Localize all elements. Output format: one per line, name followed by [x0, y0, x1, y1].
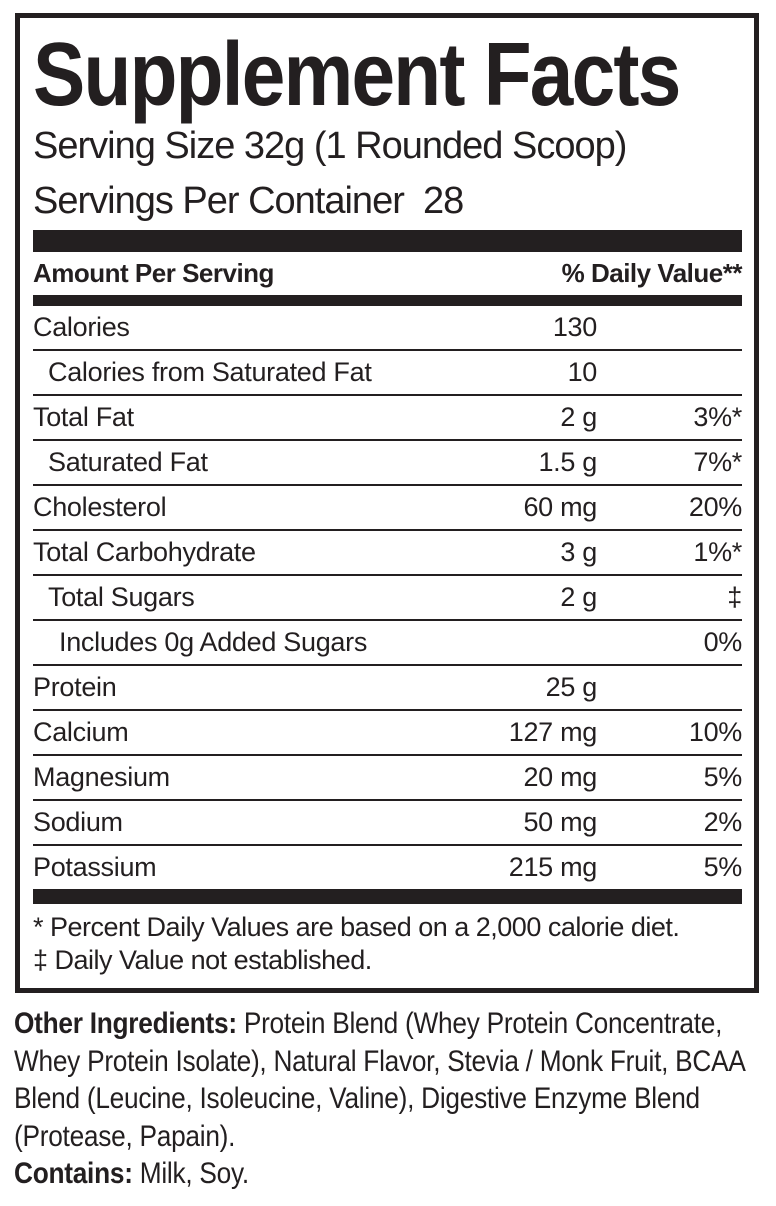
panel-title: Supplement Facts: [33, 25, 681, 125]
footnote-daily-values: * Percent Daily Values are based on a 2,…: [33, 912, 680, 942]
row-separator: [33, 709, 742, 711]
row-separator: [33, 349, 742, 351]
other-ingredients-label: Other Ingredients:: [14, 1007, 237, 1040]
serving-size-text: Serving Size 32g (1 Rounded Scoop): [33, 125, 627, 167]
nutrient-row: Calories from Saturated Fat 10: [33, 351, 742, 394]
nutrient-amount: 1.5 g: [538, 447, 597, 477]
nutrient-row: Cholesterol 60 mg 20%: [33, 486, 742, 529]
row-separator: [33, 529, 742, 531]
nutrient-amount: 50 mg: [523, 807, 597, 837]
row-separator: [33, 484, 742, 486]
divider-bar-bottom: [33, 889, 742, 904]
nutrient-name: Saturated Fat: [48, 447, 208, 477]
nutrient-name: Includes 0g Added Sugars: [59, 627, 368, 657]
contains-label: Contains:: [14, 1157, 133, 1190]
nutrient-name: Sodium: [33, 807, 123, 837]
nutrient-row: Calcium 127 mg 10%: [33, 711, 742, 754]
nutrient-name: Potassium: [33, 852, 157, 882]
nutrient-amount: 25 g: [545, 672, 598, 702]
nutrient-daily-value: 7%*: [693, 447, 742, 477]
supplement-facts-panel: Supplement Facts Serving Size 32g (1 Rou…: [15, 13, 759, 993]
nutrient-daily-value: 5%: [703, 852, 743, 882]
servings-per-container-text: Servings Per Container 28: [33, 180, 464, 222]
nutrient-name: Total Sugars: [48, 582, 195, 612]
nutrient-row: Total Sugars 2 g ‡: [33, 576, 742, 619]
nutrient-row: Protein 25 g: [33, 666, 742, 709]
nutrient-row: Magnesium 20 mg 5%: [33, 756, 742, 799]
nutrient-amount: 127 mg: [508, 717, 598, 747]
nutrient-name: Protein: [33, 672, 117, 702]
nutrient-row: Total Carbohydrate 3 g 1%*: [33, 531, 742, 574]
nutrient-amount: 10: [567, 357, 598, 387]
row-separator: [33, 844, 742, 846]
nutrient-name: Total Carbohydrate: [33, 537, 256, 567]
contains-paragraph: Contains: Milk, Soy.: [14, 1155, 770, 1193]
nutrient-amount: 130: [552, 312, 597, 342]
nutrient-name: Calories from Saturated Fat: [48, 357, 372, 387]
row-separator: [33, 664, 742, 666]
nutrient-rows: Calories 130 Calories from Saturated Fat…: [33, 306, 742, 889]
ingredients-section: Other Ingredients: Protein Blend (Whey P…: [14, 1005, 770, 1193]
nutrient-row: Potassium 215 mg 5%: [33, 846, 742, 889]
nutrient-daily-value: 0%: [703, 627, 743, 657]
contains-text: Milk, Soy.: [132, 1157, 249, 1190]
footnotes: * Percent Daily Values are based on a 2,…: [33, 911, 742, 977]
nutrient-daily-value: 10%: [688, 717, 742, 747]
divider-bar-header: [33, 295, 742, 306]
nutrient-name: Calcium: [33, 717, 129, 747]
nutrient-daily-value: 20%: [688, 492, 742, 522]
nutrient-amount: 60 mg: [523, 492, 597, 522]
nutrient-amount: 20 mg: [523, 762, 597, 792]
nutrient-daily-value: 3%*: [693, 402, 742, 432]
nutrient-daily-value: 2%: [703, 807, 743, 837]
other-ingredients-paragraph: Other Ingredients: Protein Blend (Whey P…: [14, 1005, 770, 1155]
nutrient-name: Magnesium: [33, 762, 170, 792]
nutrient-row: Calories 130: [33, 306, 742, 349]
nutrient-daily-value: 1%*: [693, 537, 742, 567]
nutrient-amount: 3 g: [560, 537, 597, 567]
nutrient-row: Total Fat 2 g 3%*: [33, 396, 742, 439]
amount-per-serving-header: Amount Per Serving: [33, 258, 274, 288]
nutrient-daily-value: ‡: [727, 582, 742, 612]
row-separator: [33, 574, 742, 576]
nutrient-name: Calories: [33, 312, 130, 342]
other-ingredients-text: Protein Blend (Whey Protein Concentrate,…: [14, 1007, 745, 1153]
divider-bar-top: [33, 230, 742, 252]
nutrient-amount: 2 g: [560, 582, 597, 612]
row-separator: [33, 619, 742, 621]
footnote-dv-not-established: ‡ Daily Value not established.: [33, 945, 372, 975]
row-separator: [33, 799, 742, 801]
row-separator: [33, 754, 742, 756]
nutrient-amount: 2 g: [560, 402, 597, 432]
row-separator: [33, 394, 742, 396]
row-separator: [33, 439, 742, 441]
nutrient-daily-value: 5%: [703, 762, 743, 792]
nutrient-name: Cholesterol: [33, 492, 167, 522]
daily-value-header: % Daily Value**: [561, 258, 743, 288]
nutrient-name: Total Fat: [33, 402, 134, 432]
nutrient-row: Includes 0g Added Sugars 0%: [33, 621, 742, 664]
column-header-row: Amount Per Serving % Daily Value**: [33, 252, 743, 295]
nutrient-amount: 215 mg: [508, 852, 598, 882]
nutrient-row: Sodium 50 mg 2%: [33, 801, 742, 844]
nutrient-row: Saturated Fat 1.5 g 7%*: [33, 441, 742, 484]
